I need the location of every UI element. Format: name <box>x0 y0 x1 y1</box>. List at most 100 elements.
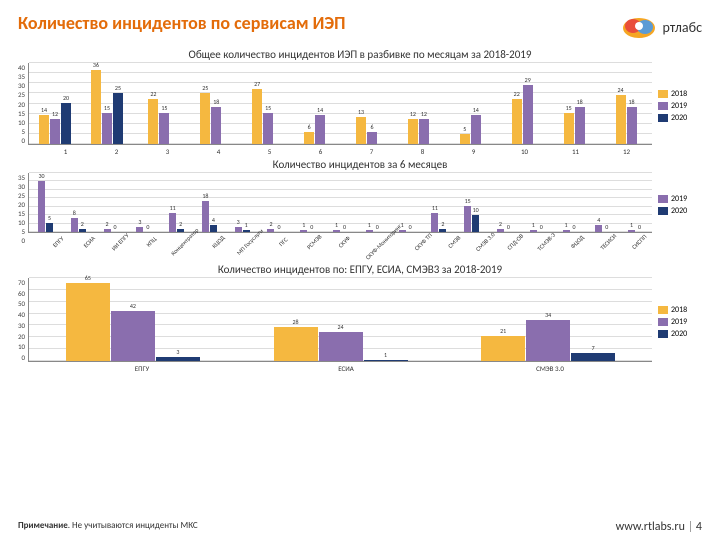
bar-group: 1510 <box>455 206 488 232</box>
bar: 18 <box>627 107 637 144</box>
bar-group: 1212 <box>392 119 444 144</box>
bar-value-label: 1 <box>532 221 535 229</box>
bar-value-label: 34 <box>545 311 551 319</box>
bar: 18 <box>202 201 209 232</box>
chart-block: Общее количество инцидентов ИЭП в разбив… <box>0 48 720 156</box>
bar-value-label: 65 <box>85 274 91 282</box>
x-tick-label: ТЕСИСИ <box>595 228 632 265</box>
bar: 28 <box>274 327 318 361</box>
bar-value-label: 2 <box>269 220 272 228</box>
page-number: www.rtlabs.ru | 4 <box>616 520 702 534</box>
bar-group: 1518 <box>548 107 600 144</box>
bar: 14 <box>315 115 325 144</box>
site-url: www.rtlabs.ru <box>616 520 685 534</box>
bar: 15 <box>464 206 471 232</box>
bar: 1 <box>530 230 537 232</box>
bar-value-label: 1 <box>630 221 633 229</box>
bar-value-label: 14 <box>41 106 47 114</box>
bar: 3 <box>235 227 242 232</box>
bar: 8 <box>71 218 78 232</box>
bar-group: 614 <box>289 115 341 144</box>
legend-label: 2018 <box>671 305 687 315</box>
page-sep: | <box>688 520 696 534</box>
legend-item: 2018 <box>658 89 702 99</box>
bar: 7 <box>571 353 615 361</box>
bar-value-label: 0 <box>146 223 149 231</box>
bar-group: 305 <box>29 181 62 232</box>
x-tick-label: 4 <box>193 147 244 156</box>
bar: 1 <box>364 360 408 361</box>
legend-swatch <box>658 102 668 110</box>
bar-value-label: 5 <box>463 125 466 133</box>
bar-value-label: 15 <box>566 104 572 112</box>
bar-value-label: 24 <box>338 323 344 331</box>
bar: 36 <box>91 70 101 144</box>
bar: 1 <box>333 230 340 232</box>
x-axis: 123456789101112 <box>18 147 702 156</box>
x-tick-label: 7 <box>346 147 397 156</box>
page-num: 4 <box>696 520 702 534</box>
bar: 25 <box>113 93 123 144</box>
bar: 11 <box>169 213 176 232</box>
bar-value-label: 11 <box>432 204 438 212</box>
bar-value-label: 15 <box>265 104 271 112</box>
legend-item: 2018 <box>658 305 702 315</box>
bar: 20 <box>61 103 71 144</box>
bar-value-label: 1 <box>384 351 387 359</box>
page-title: Количество инцидентов по сервисам ИЭП <box>18 12 345 34</box>
logo-text: ртлабс <box>663 19 703 36</box>
bar-group: 2215 <box>133 99 185 144</box>
bar-value-label: 18 <box>577 98 583 106</box>
bar: 42 <box>111 311 155 361</box>
bar-value-label: 21 <box>500 327 506 335</box>
legend-label: 2019 <box>671 317 687 327</box>
bar-value-label: 3 <box>138 218 141 226</box>
legend-label: 2019 <box>671 101 687 111</box>
x-tick-label: 3 <box>142 147 193 156</box>
legend: 2018 2019 2020 <box>652 278 702 362</box>
bar: 1 <box>628 230 635 232</box>
bar: 1 <box>300 230 307 232</box>
legend-label: 2020 <box>671 329 687 339</box>
x-tick-label: КПЦ <box>137 228 174 265</box>
x-tick-label: ЕПГУ <box>45 228 82 265</box>
bar-value-label: 12 <box>421 110 427 118</box>
y-axis: 4035302520151050 <box>18 63 28 145</box>
bar-value-label: 22 <box>150 90 156 98</box>
bar: 22 <box>148 99 158 144</box>
bar-value-label: 30 <box>38 172 44 180</box>
bar: 65 <box>66 283 110 361</box>
bar: 22 <box>512 99 522 144</box>
x-tick-label: 9 <box>448 147 499 156</box>
bar-value-label: 14 <box>473 106 479 114</box>
bar-group: 514 <box>444 115 496 144</box>
bar-value-label: 0 <box>409 223 412 231</box>
bar-group: 65423 <box>29 283 237 361</box>
bar: 2 <box>439 229 446 232</box>
x-axis: ЕПГУЕСИАСМЭВ 3.0 <box>18 364 702 373</box>
bar-value-label: 1 <box>368 221 371 229</box>
bar-group: 10 <box>357 230 390 232</box>
legend-item: 2019 <box>658 101 702 111</box>
bar-value-label: 25 <box>202 84 208 92</box>
legend-swatch <box>658 330 668 338</box>
bar: 12 <box>419 119 429 144</box>
bar: 2 <box>104 229 111 232</box>
bar: 1 <box>366 230 373 232</box>
bar: 2 <box>267 229 274 232</box>
footer: Примечание. Не учитываются инциденты МКС… <box>18 520 702 534</box>
bar: 29 <box>523 85 533 144</box>
bar-value-label: 0 <box>507 223 510 231</box>
legend: 201820192020 <box>652 63 702 145</box>
bar-value-label: 22 <box>514 90 520 98</box>
x-tick-label: СКУФ ТП <box>409 228 446 265</box>
bar: 14 <box>39 115 49 144</box>
bar-value-label: 14 <box>317 106 323 114</box>
bar-value-label: 0 <box>638 223 641 231</box>
bar: 15 <box>102 113 112 144</box>
bar-value-label: 29 <box>525 76 531 84</box>
x-tick-label: СМЭВ 3.0 <box>448 364 652 373</box>
bar-value-label: 42 <box>130 302 136 310</box>
bar: 1 <box>243 230 250 232</box>
bar-value-label: 2 <box>441 220 444 228</box>
